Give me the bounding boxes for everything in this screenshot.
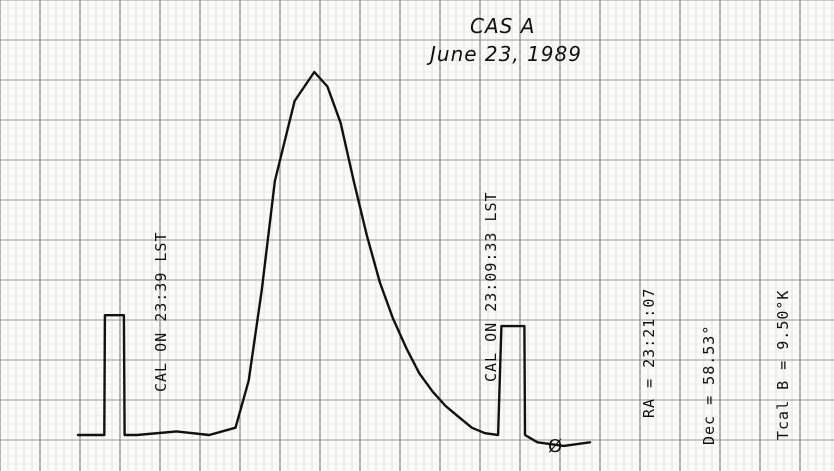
trace-point (339, 122, 342, 124)
trace-point (379, 281, 381, 284)
trace-point (366, 234, 368, 237)
trace-point (503, 325, 506, 327)
trace-point (96, 434, 99, 436)
trace-point (260, 289, 263, 291)
trace-point (444, 405, 447, 407)
end-mark: Ø (548, 436, 564, 457)
trace-point (524, 434, 526, 436)
trace-point (471, 426, 473, 429)
trace-point (234, 426, 237, 429)
trace-point (589, 441, 591, 444)
trace-point (274, 180, 276, 182)
cal-on-label-2: CAL ON 23:09:33 LST (482, 191, 500, 382)
trace-point (123, 314, 125, 317)
chart-subtitle: June 23, 1989 (430, 42, 582, 66)
trace-point (562, 445, 565, 447)
trace-point (352, 180, 355, 182)
trace-point (484, 432, 486, 434)
trace-point (136, 434, 138, 436)
cal-on-label-1: CAL ON 23:39 LST (152, 231, 170, 393)
trace-point (536, 441, 539, 444)
chart-title: CAS A (470, 14, 536, 38)
trace-point (523, 325, 526, 327)
trace-point (247, 379, 250, 382)
trace-point (497, 434, 499, 436)
trace-point (175, 430, 178, 433)
trace-point (405, 347, 408, 349)
trace-point (104, 314, 106, 317)
trace-point (431, 390, 434, 393)
trace-point (392, 318, 394, 320)
dec-label: Dec = 58.53° (700, 324, 718, 445)
trace-point (103, 434, 106, 436)
trace-point (77, 434, 79, 436)
tcal-label: Tcal B = 9.50°K (774, 289, 792, 440)
trace-point (326, 85, 329, 88)
trace-point (208, 434, 211, 436)
trace-point (457, 416, 460, 418)
trace-point (418, 372, 421, 375)
ra-label: RA = 23:21:07 (640, 287, 658, 418)
trace-point (293, 100, 296, 102)
trace-point (313, 71, 316, 73)
trace-point (500, 325, 503, 327)
trace-point (123, 434, 126, 436)
